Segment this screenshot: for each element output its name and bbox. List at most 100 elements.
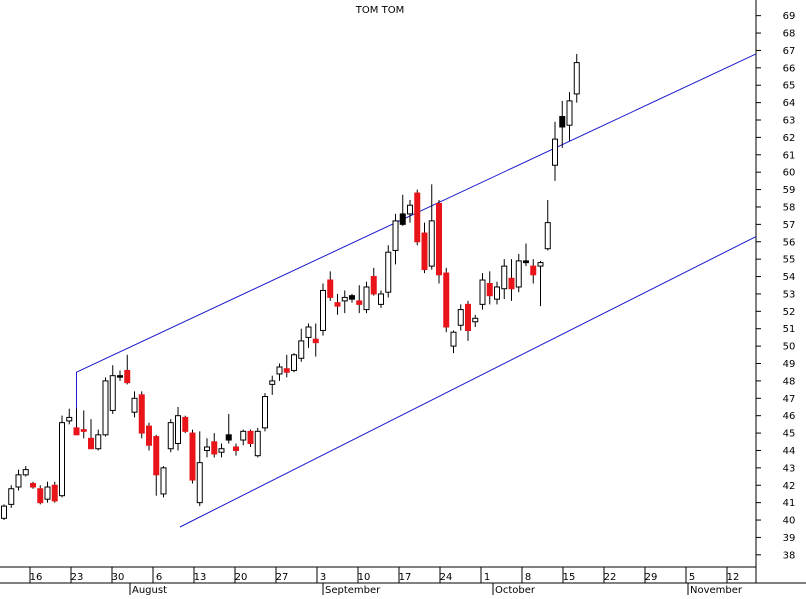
x-tick-label: 1 (484, 572, 490, 583)
candle-body (544, 222, 551, 250)
candle-body (51, 484, 58, 502)
candle-body (15, 474, 22, 488)
candle-body (196, 462, 203, 504)
candle-body (573, 62, 580, 95)
candle-body (552, 138, 558, 166)
candle (131, 391, 138, 418)
x-tick-label: 6 (156, 572, 162, 583)
y-tick-label: 57 (783, 220, 796, 231)
candle (88, 419, 94, 450)
candle-body (392, 220, 399, 251)
y-tick-label: 63 (783, 116, 796, 127)
candle-body (320, 289, 326, 331)
candle-body (175, 415, 181, 445)
candle-body (204, 446, 210, 451)
candle (225, 413, 232, 444)
candle (262, 393, 268, 432)
candle-body (189, 432, 196, 481)
candle (486, 271, 493, 305)
lower-channel-line (179, 236, 757, 528)
candle (479, 273, 486, 310)
candle (80, 410, 87, 439)
y-tick-label: 54 (783, 272, 796, 283)
candle-body (421, 232, 428, 271)
candle (378, 290, 384, 308)
y-tick-label: 59 (783, 185, 796, 196)
candle (566, 92, 573, 141)
candle-body (370, 276, 377, 295)
month-label: September (325, 585, 381, 595)
y-tick-label: 56 (783, 237, 796, 248)
candle-body (167, 422, 174, 450)
y-tick-label: 40 (783, 516, 796, 527)
x-tick-label: 27 (276, 572, 289, 583)
candle (537, 260, 544, 307)
candle (175, 406, 181, 451)
candle (204, 438, 210, 458)
x-tick-label: 22 (604, 572, 617, 583)
candle-body (153, 436, 160, 476)
candle (305, 323, 312, 348)
candle-body (276, 366, 283, 375)
candle-body (262, 396, 268, 429)
candle (341, 290, 348, 314)
y-tick-label: 43 (783, 463, 796, 474)
candle-body (327, 279, 334, 298)
y-tick-label: 55 (783, 255, 796, 266)
candle-body (30, 483, 36, 488)
candle (298, 328, 305, 362)
chart-title: TOM TOM (355, 5, 404, 16)
candle (399, 194, 406, 227)
candle-body (124, 369, 131, 384)
candle-body (530, 265, 537, 276)
candle (283, 354, 290, 378)
candle (109, 365, 116, 414)
candle (472, 314, 479, 327)
candle-body (254, 430, 261, 457)
y-tick-label: 67 (783, 46, 796, 57)
candle-body (486, 283, 493, 297)
candle (407, 200, 413, 223)
candle (182, 415, 189, 434)
x-tick-label: 24 (440, 572, 453, 583)
candle-body (356, 300, 363, 305)
month-label: October (495, 585, 536, 595)
x-tick-label: 29 (645, 572, 658, 583)
candle-body (334, 302, 341, 307)
candle-body (305, 326, 312, 338)
candle (167, 419, 174, 453)
candle-body (37, 488, 44, 504)
candle-body (414, 192, 421, 243)
candle-body (182, 416, 189, 432)
candle-body (59, 422, 65, 497)
candle-body (44, 486, 51, 500)
candle (544, 200, 551, 251)
y-tick-label: 52 (783, 307, 796, 318)
candle (211, 433, 218, 458)
candle-body (443, 272, 450, 328)
candle-body (225, 434, 232, 441)
candle-body (73, 427, 80, 436)
candle-body (349, 295, 355, 300)
candle-body (291, 354, 297, 371)
candle-body (515, 260, 522, 288)
candle-body (494, 286, 500, 300)
candle-body (385, 251, 392, 293)
x-tick-label: 23 (71, 572, 84, 583)
y-tick-label: 45 (783, 429, 796, 440)
candle (59, 415, 65, 498)
candle (385, 245, 392, 298)
candle-body (378, 293, 384, 305)
candle-body (436, 202, 442, 276)
y-tick-label: 41 (783, 498, 796, 509)
candle-body (102, 380, 109, 436)
candle (414, 189, 421, 246)
candle-body (218, 448, 225, 453)
candle-body (428, 220, 435, 267)
y-tick-label: 69 (783, 11, 796, 22)
candle (1, 504, 7, 521)
candle (327, 271, 334, 301)
candle (73, 408, 80, 436)
y-tick-label: 68 (783, 29, 796, 40)
candle (95, 429, 102, 451)
